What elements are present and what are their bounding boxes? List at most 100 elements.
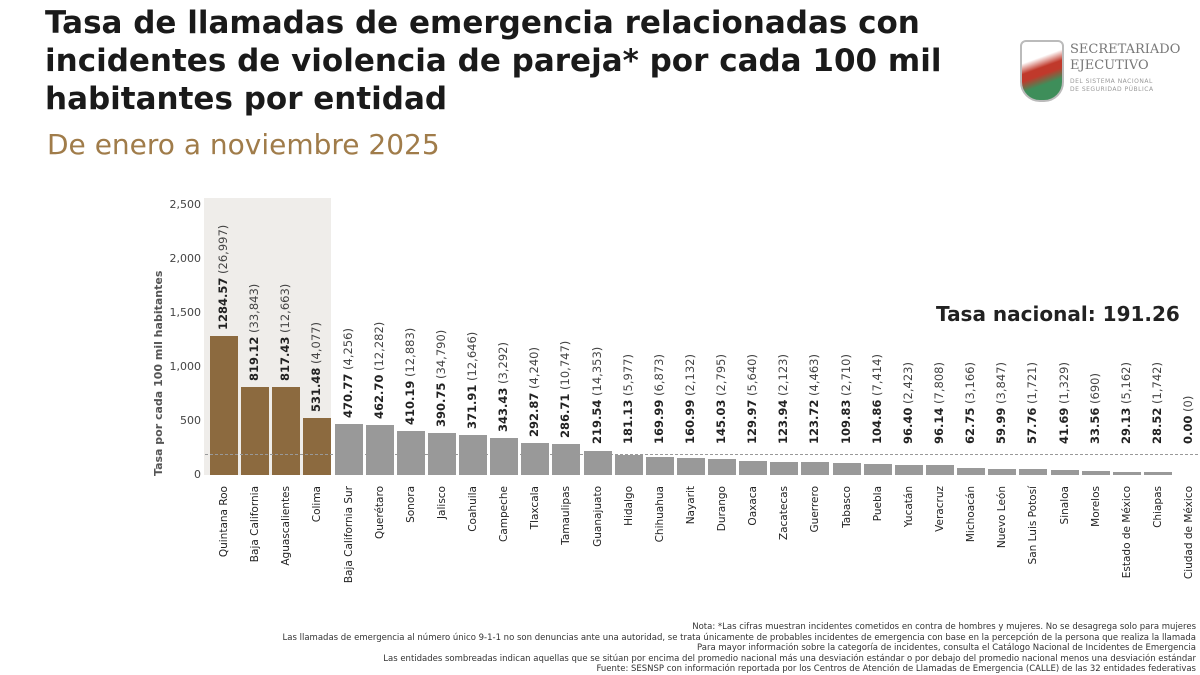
bar — [427, 432, 456, 475]
value-label: 390.75 (34,790) — [434, 227, 449, 427]
count-text: (3,292) — [496, 341, 511, 384]
value-text: 817.43 — [278, 336, 293, 381]
national-rate-line — [205, 454, 1198, 456]
count-text: (12,883) — [402, 327, 417, 377]
count-text: (5,640) — [745, 354, 760, 396]
count-text: (4,077) — [309, 321, 324, 364]
value-text: 104.86 — [869, 399, 884, 444]
category-label: Baja California Sur — [342, 486, 355, 584]
value-label: 28.52 (1,742) — [1150, 244, 1165, 444]
y-axis-label: Tasa por cada 100 mil habitantes — [152, 270, 165, 476]
value-label: 57.76 (1,721) — [1025, 244, 1040, 444]
bar — [832, 463, 861, 475]
value-label: 160.99 (2,132) — [683, 244, 698, 444]
value-label: 104.86 (7,414) — [870, 244, 885, 444]
count-text: (1,721) — [1025, 362, 1040, 404]
value-label: 343.43 (3,292) — [496, 232, 511, 432]
value-label: 169.99 (6,873) — [652, 244, 667, 444]
value-label: 371.91 (12,646) — [465, 229, 480, 429]
category-label: Michoacán — [965, 486, 978, 543]
category-label: Nayarit — [684, 486, 697, 525]
value-text: 219.54 — [589, 399, 604, 444]
note-2: Las llamadas de emergencia al número úni… — [282, 632, 1196, 643]
bar — [925, 464, 954, 475]
value-text: 123.94 — [776, 399, 791, 444]
category-label: Chiapas — [1151, 486, 1164, 528]
category-label: Quintana Roo — [218, 486, 230, 558]
category-label: San Luis Potosí — [1027, 486, 1040, 565]
value-text: 371.91 — [465, 384, 480, 429]
page-subtitle: De enero a noviembre 2025 — [47, 128, 440, 161]
bar — [739, 460, 768, 475]
value-text: 0.00 — [1181, 415, 1196, 444]
value-label: 286.71 (10,747) — [558, 238, 573, 438]
bar — [988, 468, 1017, 475]
count-text: (12,663) — [278, 283, 293, 333]
sesnsp-logo: SECRETARIADO EJECUTIVO DEL SISTEMA NACIO… — [1020, 38, 1196, 108]
count-text: (0) — [1181, 395, 1196, 412]
bar — [1081, 471, 1110, 475]
bar — [303, 417, 332, 475]
count-text: (3,166) — [963, 362, 978, 404]
category-label: Colima — [311, 486, 324, 523]
category-label: Ciudad de México — [1183, 486, 1196, 580]
bar — [645, 456, 674, 475]
count-text: (3,847) — [994, 362, 1009, 404]
count-text: (1,329) — [1056, 362, 1071, 404]
bar — [1143, 471, 1172, 475]
page-title: Tasa de llamadas de emergencia relaciona… — [45, 5, 942, 117]
shield-icon — [1020, 40, 1064, 102]
bar — [365, 425, 394, 475]
category-label: Chihuahua — [653, 486, 666, 543]
value-label: 470.77 (4,256) — [341, 218, 356, 418]
category-label: Durango — [716, 486, 729, 532]
value-text: 109.83 — [838, 399, 853, 444]
note-5: Fuente: SESNSP con información reportada… — [596, 664, 1196, 674]
category-label: Zacatecas — [778, 486, 791, 541]
category-label: Yucatán — [902, 486, 915, 528]
bar — [334, 424, 363, 475]
value-text: 123.72 — [807, 399, 822, 444]
count-text: (7,414) — [869, 354, 884, 396]
category-label: Guerrero — [809, 486, 822, 533]
value-text: 145.03 — [714, 399, 729, 444]
value-text: 96.14 — [931, 407, 946, 444]
value-text: 62.75 — [963, 407, 978, 444]
category-label: Tamaulipas — [560, 486, 573, 545]
count-text: (2,710) — [838, 354, 853, 396]
category-label: Sinaloa — [1058, 486, 1071, 525]
value-text: 160.99 — [682, 399, 697, 444]
y-tick-label: 500 — [180, 414, 201, 427]
y-tick-label: 2,000 — [169, 252, 202, 265]
category-label: Estado de México — [1120, 486, 1133, 579]
value-label: 109.83 (2,710) — [839, 244, 854, 444]
footnotes: Nota: *Las cifras muestran incidentes co… — [283, 622, 1196, 675]
count-text: (690) — [1087, 373, 1102, 404]
category-label: Baja California — [249, 486, 262, 563]
count-text: (2,423) — [900, 362, 915, 404]
bar — [583, 451, 612, 475]
value-label: 123.72 (4,463) — [807, 244, 822, 444]
value-label: 29.13 (5,162) — [1119, 244, 1134, 444]
value-label: 819.12 (33,843) — [247, 181, 262, 380]
value-label: 531.48 (4,077) — [309, 212, 324, 412]
value-label: 59.99 (3,847) — [994, 244, 1009, 444]
y-tick-label: 1,500 — [169, 306, 202, 319]
category-label: Coahuila — [467, 486, 480, 532]
category-label: Hidalgo — [622, 486, 635, 526]
logo-text-4: DE SEGURIDAD PÚBLICA — [1070, 86, 1154, 93]
bar — [241, 386, 270, 475]
note-4: Las entidades sombreadas indican aquella… — [383, 653, 1196, 664]
value-text: 57.76 — [1025, 407, 1040, 444]
note-3: Para mayor información sobre la categorí… — [697, 643, 1196, 653]
value-text: 343.43 — [496, 387, 511, 432]
count-text: (4,240) — [527, 347, 542, 390]
count-text: (7,808) — [931, 362, 946, 404]
value-text: 292.87 — [527, 392, 542, 438]
value-label: 123.94 (2,123) — [776, 244, 791, 444]
value-label: 1284.57 (26,997) — [216, 130, 231, 330]
bar — [1019, 468, 1048, 475]
bar — [708, 459, 737, 475]
value-text: 59.99 — [994, 407, 1009, 444]
